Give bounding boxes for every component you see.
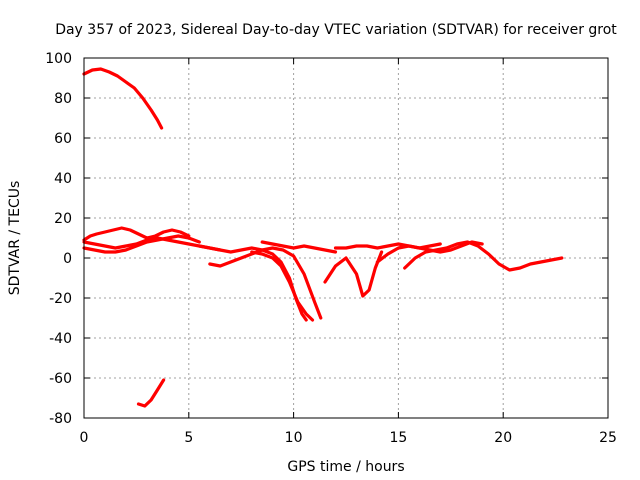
y-tick-label: -20 xyxy=(49,291,72,307)
plot-frame xyxy=(83,57,609,419)
y-tick-label: -60 xyxy=(49,371,72,387)
y-tick-label: 0 xyxy=(63,251,72,267)
x-tick-label: 25 xyxy=(599,430,617,446)
series-line-sat-i xyxy=(260,240,338,254)
y-axis-label: SDTVAR / TECUs xyxy=(7,181,23,296)
series-line-sat-g xyxy=(208,246,323,320)
data-series xyxy=(82,67,564,408)
x-tick-label: 0 xyxy=(80,430,89,446)
y-tick-label: 20 xyxy=(54,211,72,227)
series-line-sat-c xyxy=(82,226,191,242)
series-line-sat-d xyxy=(82,234,201,254)
y-tick-label: 60 xyxy=(54,131,72,147)
x-tick-label: 5 xyxy=(184,430,193,446)
axis-ticks: 0 5 10 15 20 25 -80 -60 -40 -20 0 20 40 60 80 100 xyxy=(45,51,617,446)
chart-title: Day 357 of 2023, Sidereal Day-to-day VTE… xyxy=(55,22,617,38)
x-tick-label: 15 xyxy=(389,430,407,446)
y-tick-label: 100 xyxy=(45,51,72,67)
x-tick-label: 20 xyxy=(494,430,512,446)
series-line-sat-j xyxy=(323,250,384,298)
series-line-sat-m xyxy=(403,240,564,272)
y-tick-label: 80 xyxy=(54,91,72,107)
y-tick-label: -40 xyxy=(49,331,72,347)
x-axis-label: GPS time / hours xyxy=(287,459,404,475)
y-tick-label: -80 xyxy=(49,411,72,427)
y-tick-label: 40 xyxy=(54,171,72,187)
series-line-sat-a xyxy=(82,67,164,130)
x-tick-label: 10 xyxy=(285,430,303,446)
series-line-sat-e xyxy=(82,236,222,252)
series-line-sat-h xyxy=(250,250,315,322)
series-line-sat-b xyxy=(136,378,166,408)
